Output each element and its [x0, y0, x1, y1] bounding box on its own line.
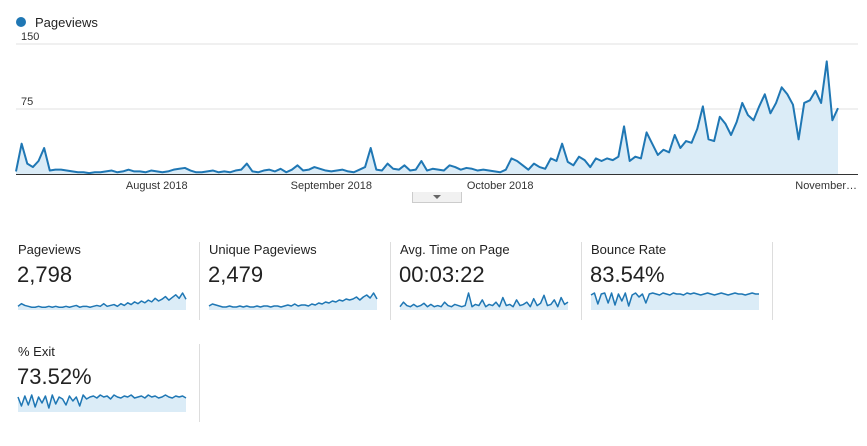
metric-bounce-rate[interactable]: Bounce Rate 83.54%: [590, 242, 773, 320]
x-tick-label: October 2018: [467, 180, 534, 192]
y-tick-label: 75: [21, 96, 33, 108]
sparkline-area: [18, 395, 186, 412]
x-tick-label: August 2018: [126, 180, 188, 192]
metric-label: Avg. Time on Page: [400, 242, 510, 257]
chart-collapse-handle[interactable]: [412, 192, 462, 203]
metric-avg-time-on-page[interactable]: Avg. Time on Page 00:03:22: [399, 242, 582, 320]
metric-value: 2,479: [208, 262, 264, 287]
sparkline-line: [17, 394, 187, 409]
sparkline-area: [400, 293, 568, 310]
metric-sparkline: [17, 394, 187, 412]
metric-sparkline: [399, 292, 569, 310]
metric-sparkline: [17, 292, 187, 310]
series-area: [16, 61, 838, 174]
sparkline-line: [590, 292, 759, 307]
metric-sparkline: [590, 292, 759, 310]
x-tick-label: November…: [795, 180, 857, 192]
sparkline-area: [18, 293, 186, 310]
series-legend-dot: [16, 17, 26, 27]
metric-value: 83.54%: [590, 262, 665, 287]
chart-legend: Pageviews: [16, 14, 98, 30]
sparkline-line: [208, 292, 378, 308]
x-tick-label: September 2018: [291, 180, 372, 192]
metric-value: 2,798: [17, 262, 73, 287]
series-line: [15, 60, 839, 175]
sparkline-line: [399, 292, 569, 308]
metric-label: Pageviews: [18, 242, 81, 257]
metric-unique-pageviews[interactable]: Unique Pageviews 2,479: [208, 242, 391, 320]
metric-label: Unique Pageviews: [209, 242, 317, 257]
sparkline-line: [17, 292, 187, 308]
metric-pageviews[interactable]: Pageviews 2,798: [17, 242, 200, 320]
metric-value: 00:03:22: [399, 262, 485, 287]
sparkline-area: [209, 293, 377, 310]
pageviews-chart: 75 150 August 2018 September 2018 October 20…: [15, 31, 858, 192]
y-tick-label: 150: [21, 31, 39, 43]
sparkline-area: [591, 293, 759, 310]
metric-label: % Exit: [18, 344, 55, 359]
metric-value: 73.52%: [17, 364, 92, 389]
chevron-down-icon: [433, 195, 441, 199]
metric-percent-exit[interactable]: % Exit 73.52%: [17, 344, 200, 422]
metric-label: Bounce Rate: [591, 242, 667, 257]
series-legend-label: Pageviews: [35, 14, 98, 30]
metric-sparkline: [208, 292, 378, 310]
